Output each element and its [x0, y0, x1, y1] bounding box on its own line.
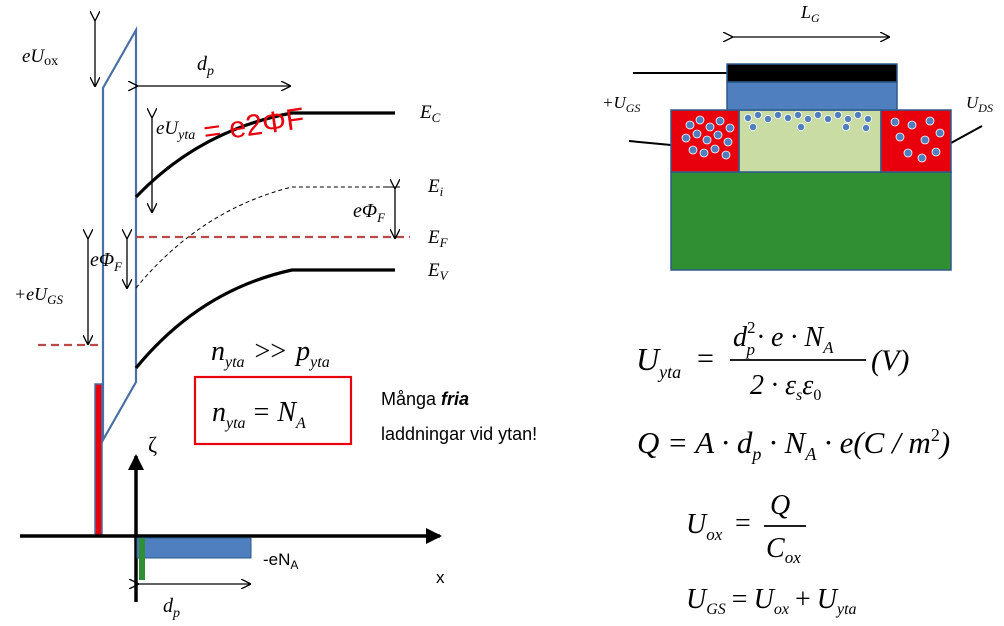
- label-EC: EC: [419, 102, 441, 125]
- label-eUGS: +eUGS: [14, 284, 64, 307]
- note-line-1: Många fria: [381, 389, 469, 409]
- label-LG: LG: [800, 2, 820, 25]
- inversion-charge-spike: [139, 538, 145, 580]
- label-UGS: +UGS: [602, 93, 640, 115]
- uox-denominator: Cox: [766, 533, 801, 567]
- equations: Uyta = d2 p· e · NA 2 · εsε0 (V) Q = A · …: [636, 318, 950, 618]
- label-eUox: eUox: [22, 46, 58, 69]
- uyta-lhs: Uyta: [636, 341, 681, 382]
- label-dp-bottom: dp: [163, 595, 180, 621]
- charge-plot: ζ -eNA x dp: [20, 432, 445, 621]
- mosfet-cross-section: LG +UGS UDS: [602, 2, 993, 271]
- label-ePhiF-left: eΦF: [90, 249, 123, 274]
- q-equation: Q = A · dp · NA · e(C / m2): [637, 425, 950, 464]
- label-Ei: Ei: [427, 176, 444, 199]
- valence-band: [134, 268, 395, 370]
- uyta-unit: (V): [871, 344, 909, 377]
- boxed-equation-frame: [193, 375, 353, 446]
- source-wire: [628, 140, 672, 146]
- gate-oxide: [726, 81, 898, 111]
- label-eUyta: eUyta: [156, 118, 195, 143]
- note-line-2: laddningar vid ytan!: [381, 424, 537, 444]
- label-ePhiF-right: eΦF: [353, 200, 386, 225]
- uox-eq: =: [735, 508, 751, 539]
- uox-lhs: Uox: [686, 509, 723, 544]
- substrate: [670, 171, 952, 271]
- drain-region: [880, 109, 952, 173]
- channel-region: [738, 109, 882, 173]
- relation-n-gg-p: nyta >> pyta: [211, 336, 330, 371]
- gate-metal: [726, 63, 898, 83]
- label-UDS: UDS: [966, 93, 993, 115]
- label-x: x: [436, 568, 445, 587]
- label-eNA: -eNA: [263, 550, 298, 572]
- label-EV: EV: [427, 260, 450, 283]
- ugs-equation: UGS = Uox + Uyta: [686, 584, 857, 618]
- label-zeta: ζ: [148, 432, 157, 457]
- boxed-equation: nyta = NA: [212, 397, 306, 432]
- depletion-charge: [136, 537, 252, 559]
- gate-metal-bar: [94, 383, 103, 537]
- inversion-condition: nyta >> pyta nyta = NA Många fria laddningar…: [193, 336, 537, 446]
- uox-numerator: Q: [770, 490, 790, 521]
- intrinsic-level: [135, 186, 395, 289]
- drain-wire: [950, 125, 983, 144]
- oxide-barrier: [101, 25, 138, 445]
- label-EF: EF: [427, 227, 449, 250]
- uyta-denominator: 2 · εsε0: [750, 370, 821, 404]
- label-dp-top: dp: [197, 53, 214, 79]
- uyta-eq: =: [697, 342, 714, 375]
- carrier-dots: [681, 111, 945, 163]
- uyta-numerator: d2 p· e · NA: [733, 318, 834, 359]
- handwritten-annotation: = e2ΦF: [201, 102, 306, 149]
- band-diagram: eUox dp eUyta = e2ΦF EC Ei eΦF EF eΦF EV…: [14, 20, 450, 537]
